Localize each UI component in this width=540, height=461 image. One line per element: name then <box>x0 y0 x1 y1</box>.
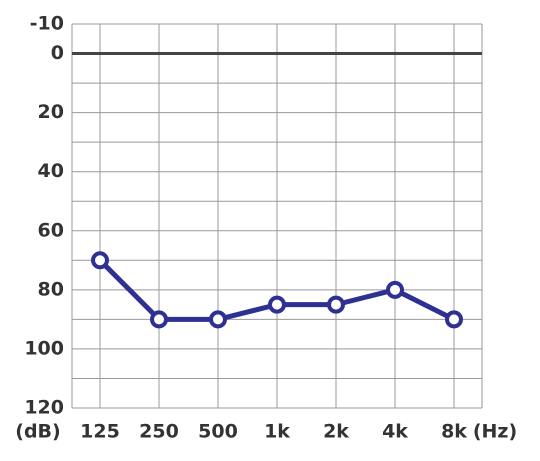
y-tick-label: 0 <box>51 42 64 64</box>
data-point <box>327 295 345 314</box>
x-tick-label: 2k <box>323 421 349 443</box>
data-point <box>386 280 404 299</box>
data-point <box>150 310 168 329</box>
x-tick-label: 4k <box>382 421 408 443</box>
y-unit-label: (dB) <box>15 421 60 443</box>
data-point <box>268 295 286 314</box>
x-unit-label: (Hz) <box>473 421 517 443</box>
x-tick-label: 500 <box>198 421 238 443</box>
data-point <box>209 310 227 329</box>
y-tick-label: 20 <box>38 101 64 123</box>
x-tick-label: 125 <box>80 421 120 443</box>
x-tick-label: 1k <box>264 421 290 443</box>
y-tick-label: 60 <box>38 219 64 241</box>
y-tick-label: 40 <box>38 160 64 182</box>
y-tick-label: 80 <box>38 278 64 300</box>
data-point <box>91 251 109 270</box>
y-tick-label: 120 <box>24 397 64 419</box>
x-tick-label: 250 <box>139 421 179 443</box>
y-tick-label: 100 <box>24 337 64 359</box>
data-point <box>445 310 463 329</box>
x-tick-label: 8k <box>441 421 467 443</box>
y-tick-label: -10 <box>30 13 64 35</box>
